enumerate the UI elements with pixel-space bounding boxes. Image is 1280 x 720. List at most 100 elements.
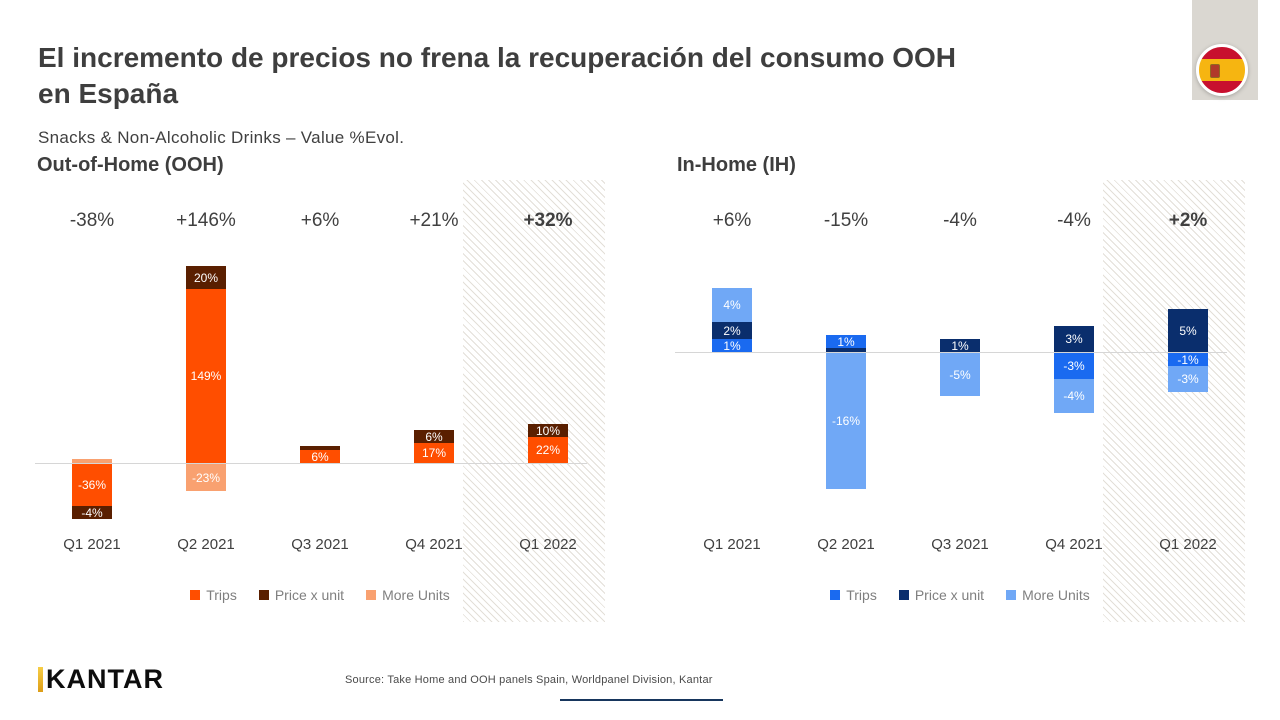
bar-segment-trips: -36% <box>72 464 112 506</box>
legend-label: Trips <box>206 587 237 603</box>
bar-segment-more: 4% <box>712 288 752 322</box>
legend-item: More Units <box>366 587 450 603</box>
bottom-accent-line <box>560 699 723 701</box>
spain-crest-icon <box>1210 64 1220 78</box>
total-label: +21% <box>409 210 459 231</box>
legend-label: Trips <box>846 587 877 603</box>
bar-segment-trips: 6% <box>300 450 340 463</box>
total-label: -38% <box>69 210 115 231</box>
bar-segment-more <box>72 459 112 463</box>
spain-flag-icon <box>1196 44 1248 96</box>
ooh-chart-block: Out-of-Home (OOH) -38% +146% +6% +21% +32% -3… <box>35 154 605 622</box>
category-label: Q2 2021 <box>177 536 235 553</box>
source-text: Source: Take Home and OOH panels Spain, … <box>345 674 713 686</box>
legend-swatch-icon <box>898 590 909 600</box>
kantar-logo-text: KANTAR <box>46 664 164 694</box>
legend-item: Price x unit <box>258 587 345 603</box>
legend-item: Trips <box>830 587 877 603</box>
kantar-logo: KANTAR <box>38 664 164 695</box>
legend-row: Trips Price x unit More Units <box>675 587 1245 603</box>
legend-swatch-icon <box>366 590 377 600</box>
bar-segment-more: -5% <box>940 353 980 396</box>
bar-segment-trips: 1% <box>712 339 752 352</box>
bar-negative-stack: -16% <box>826 353 866 489</box>
legend-row: Trips Price x unit More Units <box>35 587 605 603</box>
bar-segment-more: -16% <box>826 353 866 489</box>
legend-swatch-icon <box>830 590 841 600</box>
category-label: Q1 2022 <box>519 536 577 553</box>
kantar-logo-gold-bar-icon <box>38 667 43 692</box>
bar-segment-price: -4% <box>72 506 112 519</box>
bar-segment-price: 1% <box>940 339 980 352</box>
bar-segment-price: 5% <box>1168 309 1208 352</box>
bar-segment-price <box>300 446 340 450</box>
bar-negative-stack: -23% <box>186 464 226 491</box>
page-title-line2: en España <box>38 78 179 110</box>
legend-swatch-icon <box>190 590 201 600</box>
ih-chart-title: In-Home (IH) <box>677 154 796 176</box>
total-label: +32% <box>523 210 573 231</box>
bar-positive-stack: 3% <box>1054 326 1094 352</box>
bar-positive-stack <box>72 459 112 463</box>
bar-segment-price: 2% <box>712 322 752 339</box>
bar-positive-stack: 1% <box>826 335 866 352</box>
total-label: +6% <box>712 210 752 231</box>
legend-label: More Units <box>1022 587 1090 603</box>
category-label: Q4 2021 <box>1045 536 1103 553</box>
bar-positive-stack: 4% 2% 1% <box>712 288 752 352</box>
bar-segment-trips: 22% <box>528 437 568 463</box>
category-label: Q1 2022 <box>1159 536 1217 553</box>
bar-positive-stack: 20% 149% <box>186 266 226 463</box>
ooh-chart-title: Out-of-Home (OOH) <box>37 154 224 176</box>
bar-segment-trips: 17% <box>414 443 454 463</box>
forecast-highlight-band <box>463 180 605 622</box>
bar-positive-stack: 6% 17% <box>414 430 454 463</box>
category-label: Q1 2021 <box>63 536 121 553</box>
forecast-highlight-band <box>1103 180 1245 622</box>
category-label: Q2 2021 <box>817 536 875 553</box>
totals-row: +6% -15% -4% -4% +2% <box>675 210 1245 232</box>
legend-swatch-icon <box>258 590 269 600</box>
legend-item: Trips <box>190 587 237 603</box>
bar-positive-stack: 5% <box>1168 309 1208 352</box>
category-label: Q3 2021 <box>291 536 349 553</box>
ooh-chart-canvas: -38% +146% +6% +21% +32% -36% -4% 20% 149% -23% 6%… <box>35 180 605 622</box>
bar-segment-more: -23% <box>186 464 226 491</box>
bar-segment-more: -4% <box>1054 379 1094 413</box>
category-label: Q4 2021 <box>405 536 463 553</box>
bar-positive-stack: 1% <box>940 339 980 352</box>
bar-negative-stack: -5% <box>940 353 980 396</box>
page-title-line1: El incremento de precios no frena la rec… <box>38 42 957 73</box>
bar-segment-price: 20% <box>186 266 226 289</box>
legend-label: Price x unit <box>914 587 985 603</box>
legend-label: More Units <box>382 587 450 603</box>
total-label: -4% <box>943 210 977 231</box>
bar-negative-stack: -36% -4% <box>72 464 112 519</box>
ih-chart-block: In-Home (IH) +6% -15% -4% -4% +2% 4% 2% 1% 1% -16… <box>675 154 1245 622</box>
legend-label: Price x unit <box>274 587 345 603</box>
bar-positive-stack: 6% <box>300 446 340 463</box>
page-title: El incremento de precios no frena la rec… <box>38 40 956 113</box>
total-label: +2% <box>1168 210 1208 231</box>
total-label: +6% <box>300 210 340 231</box>
axis-line <box>35 463 587 464</box>
corner-band <box>1192 0 1258 100</box>
legend-item: More Units <box>1006 587 1090 603</box>
bar-segment-trips: 149% <box>186 289 226 463</box>
category-label: Q1 2021 <box>703 536 761 553</box>
bar-segment-price: 6% <box>414 430 454 443</box>
page-subtitle: Snacks & Non-Alcoholic Drinks – Value %E… <box>38 128 405 147</box>
bar-segment-more: -3% <box>1168 366 1208 392</box>
bar-positive-stack: 10% 22% <box>528 424 568 463</box>
ih-chart-canvas: +6% -15% -4% -4% +2% 4% 2% 1% 1% -16% 1% -5% 3% -3% -4… <box>675 180 1245 622</box>
total-label: -15% <box>823 210 869 231</box>
totals-row: -38% +146% +6% +21% +32% <box>35 210 605 232</box>
category-row: Q1 2021 Q2 2021 Q3 2021 Q4 2021 Q1 2022 <box>675 536 1245 553</box>
total-label: +146% <box>176 210 236 231</box>
category-row: Q1 2021 Q2 2021 Q3 2021 Q4 2021 Q1 2022 <box>35 536 605 553</box>
bar-segment-price <box>826 348 866 352</box>
legend-item: Price x unit <box>898 587 985 603</box>
category-label: Q3 2021 <box>931 536 989 553</box>
axis-line <box>675 352 1227 353</box>
